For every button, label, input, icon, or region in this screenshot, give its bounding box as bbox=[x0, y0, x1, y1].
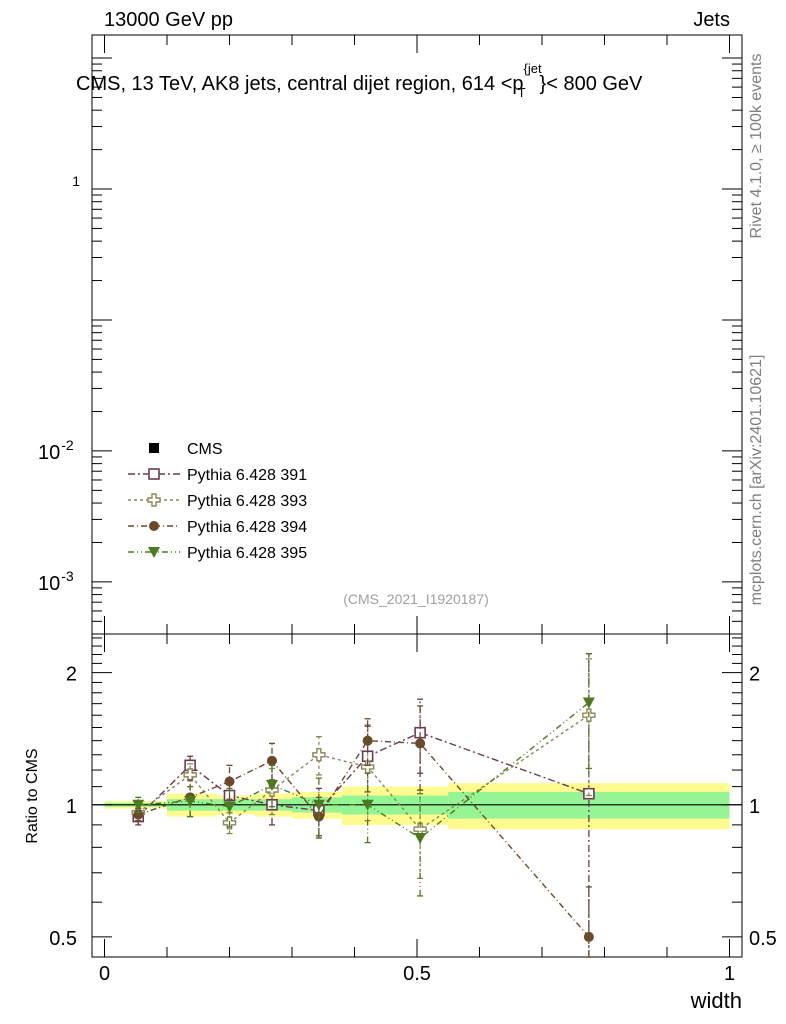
legend-label: Pythia 6.428 395 bbox=[187, 545, 307, 562]
data-point bbox=[312, 799, 325, 811]
data-point bbox=[267, 755, 277, 766]
data-point bbox=[183, 768, 197, 782]
chart-title-subscript: T bbox=[518, 85, 526, 100]
data-point bbox=[415, 738, 426, 749]
x-axis-label: width bbox=[690, 988, 742, 1013]
series-line bbox=[137, 731, 590, 818]
data-point bbox=[148, 468, 160, 480]
data-point bbox=[582, 697, 595, 709]
analysis-id: (CMS_2021_I1920187) bbox=[343, 591, 489, 607]
series-4 bbox=[132, 653, 595, 897]
series-line bbox=[138, 701, 590, 839]
ratio-y-tick-label-left: 0.5 bbox=[49, 928, 77, 950]
text-layer: CMS, 13 TeV, AK8 jets, central dijet reg… bbox=[76, 54, 765, 607]
series-3 bbox=[133, 705, 594, 958]
uncertainty-bands bbox=[104, 783, 730, 830]
legend-label: Pythia 6.428 394 bbox=[187, 519, 307, 536]
data-point bbox=[312, 748, 326, 762]
x-tick-label: 0.5 bbox=[403, 963, 431, 985]
legend-marker bbox=[149, 443, 159, 453]
series-2 bbox=[131, 658, 596, 879]
y-tick-label: 10-2 bbox=[38, 437, 74, 464]
data-point bbox=[223, 801, 236, 813]
data-point bbox=[362, 735, 373, 746]
chart-title: CMS, 13 TeV, AK8 jets, central dijet reg… bbox=[76, 61, 643, 100]
main-panel: 1 10-2 10-3 bbox=[38, 34, 743, 635]
ratio-y-tick-label-right: 1 bbox=[749, 796, 760, 818]
legend: CMS Pythia 6.428 391 Pythia 6.428 393 Pythi… bbox=[128, 441, 307, 562]
header-right-text: Jets bbox=[693, 9, 730, 31]
x-tick-label: 1 bbox=[724, 963, 735, 985]
ratio-y-tick-label-left: 1 bbox=[66, 796, 77, 818]
data-point bbox=[414, 833, 427, 845]
data-point bbox=[583, 931, 594, 942]
mcplots-label: mcplots.cern.ch [arXiv:2401.10621] bbox=[748, 355, 765, 606]
data-point bbox=[147, 493, 161, 507]
header-left-text: 13000 GeV pp bbox=[104, 9, 233, 31]
series-line bbox=[137, 714, 590, 831]
legend-label: Pythia 6.428 393 bbox=[187, 493, 307, 510]
y-tick-label-exponent: -2 bbox=[61, 437, 74, 453]
series-layer bbox=[131, 653, 596, 958]
data-point bbox=[266, 779, 278, 791]
data-point bbox=[361, 799, 374, 811]
data-point bbox=[132, 799, 145, 811]
ratio-y-tick-label-right: 2 bbox=[749, 664, 760, 686]
rivet-label: Rivet 4.1.0, ≥ 100k events bbox=[748, 54, 765, 239]
chart-title-rest: }< 800 GeV bbox=[540, 73, 644, 95]
ratio-y-tick-label-right: 0.5 bbox=[749, 928, 777, 950]
legend-label: Pythia 6.428 391 bbox=[187, 467, 307, 484]
legend-label: CMS bbox=[187, 441, 223, 458]
y-tick-label: 10-3 bbox=[38, 568, 74, 595]
data-point bbox=[224, 776, 235, 787]
chart-title-superscript: {jet bbox=[524, 61, 542, 76]
y-tick-label-exponent: -3 bbox=[61, 568, 74, 584]
ratio-y-axis-label: Ratio to CMS bbox=[24, 748, 41, 843]
ratio-panel: 0.5 0.5 1 1 2 2 0 0.5 1 width Ratio to CMS bbox=[24, 633, 777, 1013]
data-point bbox=[149, 521, 159, 531]
data-point bbox=[184, 796, 197, 808]
ratio-y-tick-label-left: 2 bbox=[66, 664, 77, 686]
data-point bbox=[148, 547, 160, 558]
series-line bbox=[138, 739, 590, 938]
x-tick-label: 0 bbox=[99, 963, 110, 985]
y-tick-label: 1 bbox=[72, 173, 80, 189]
